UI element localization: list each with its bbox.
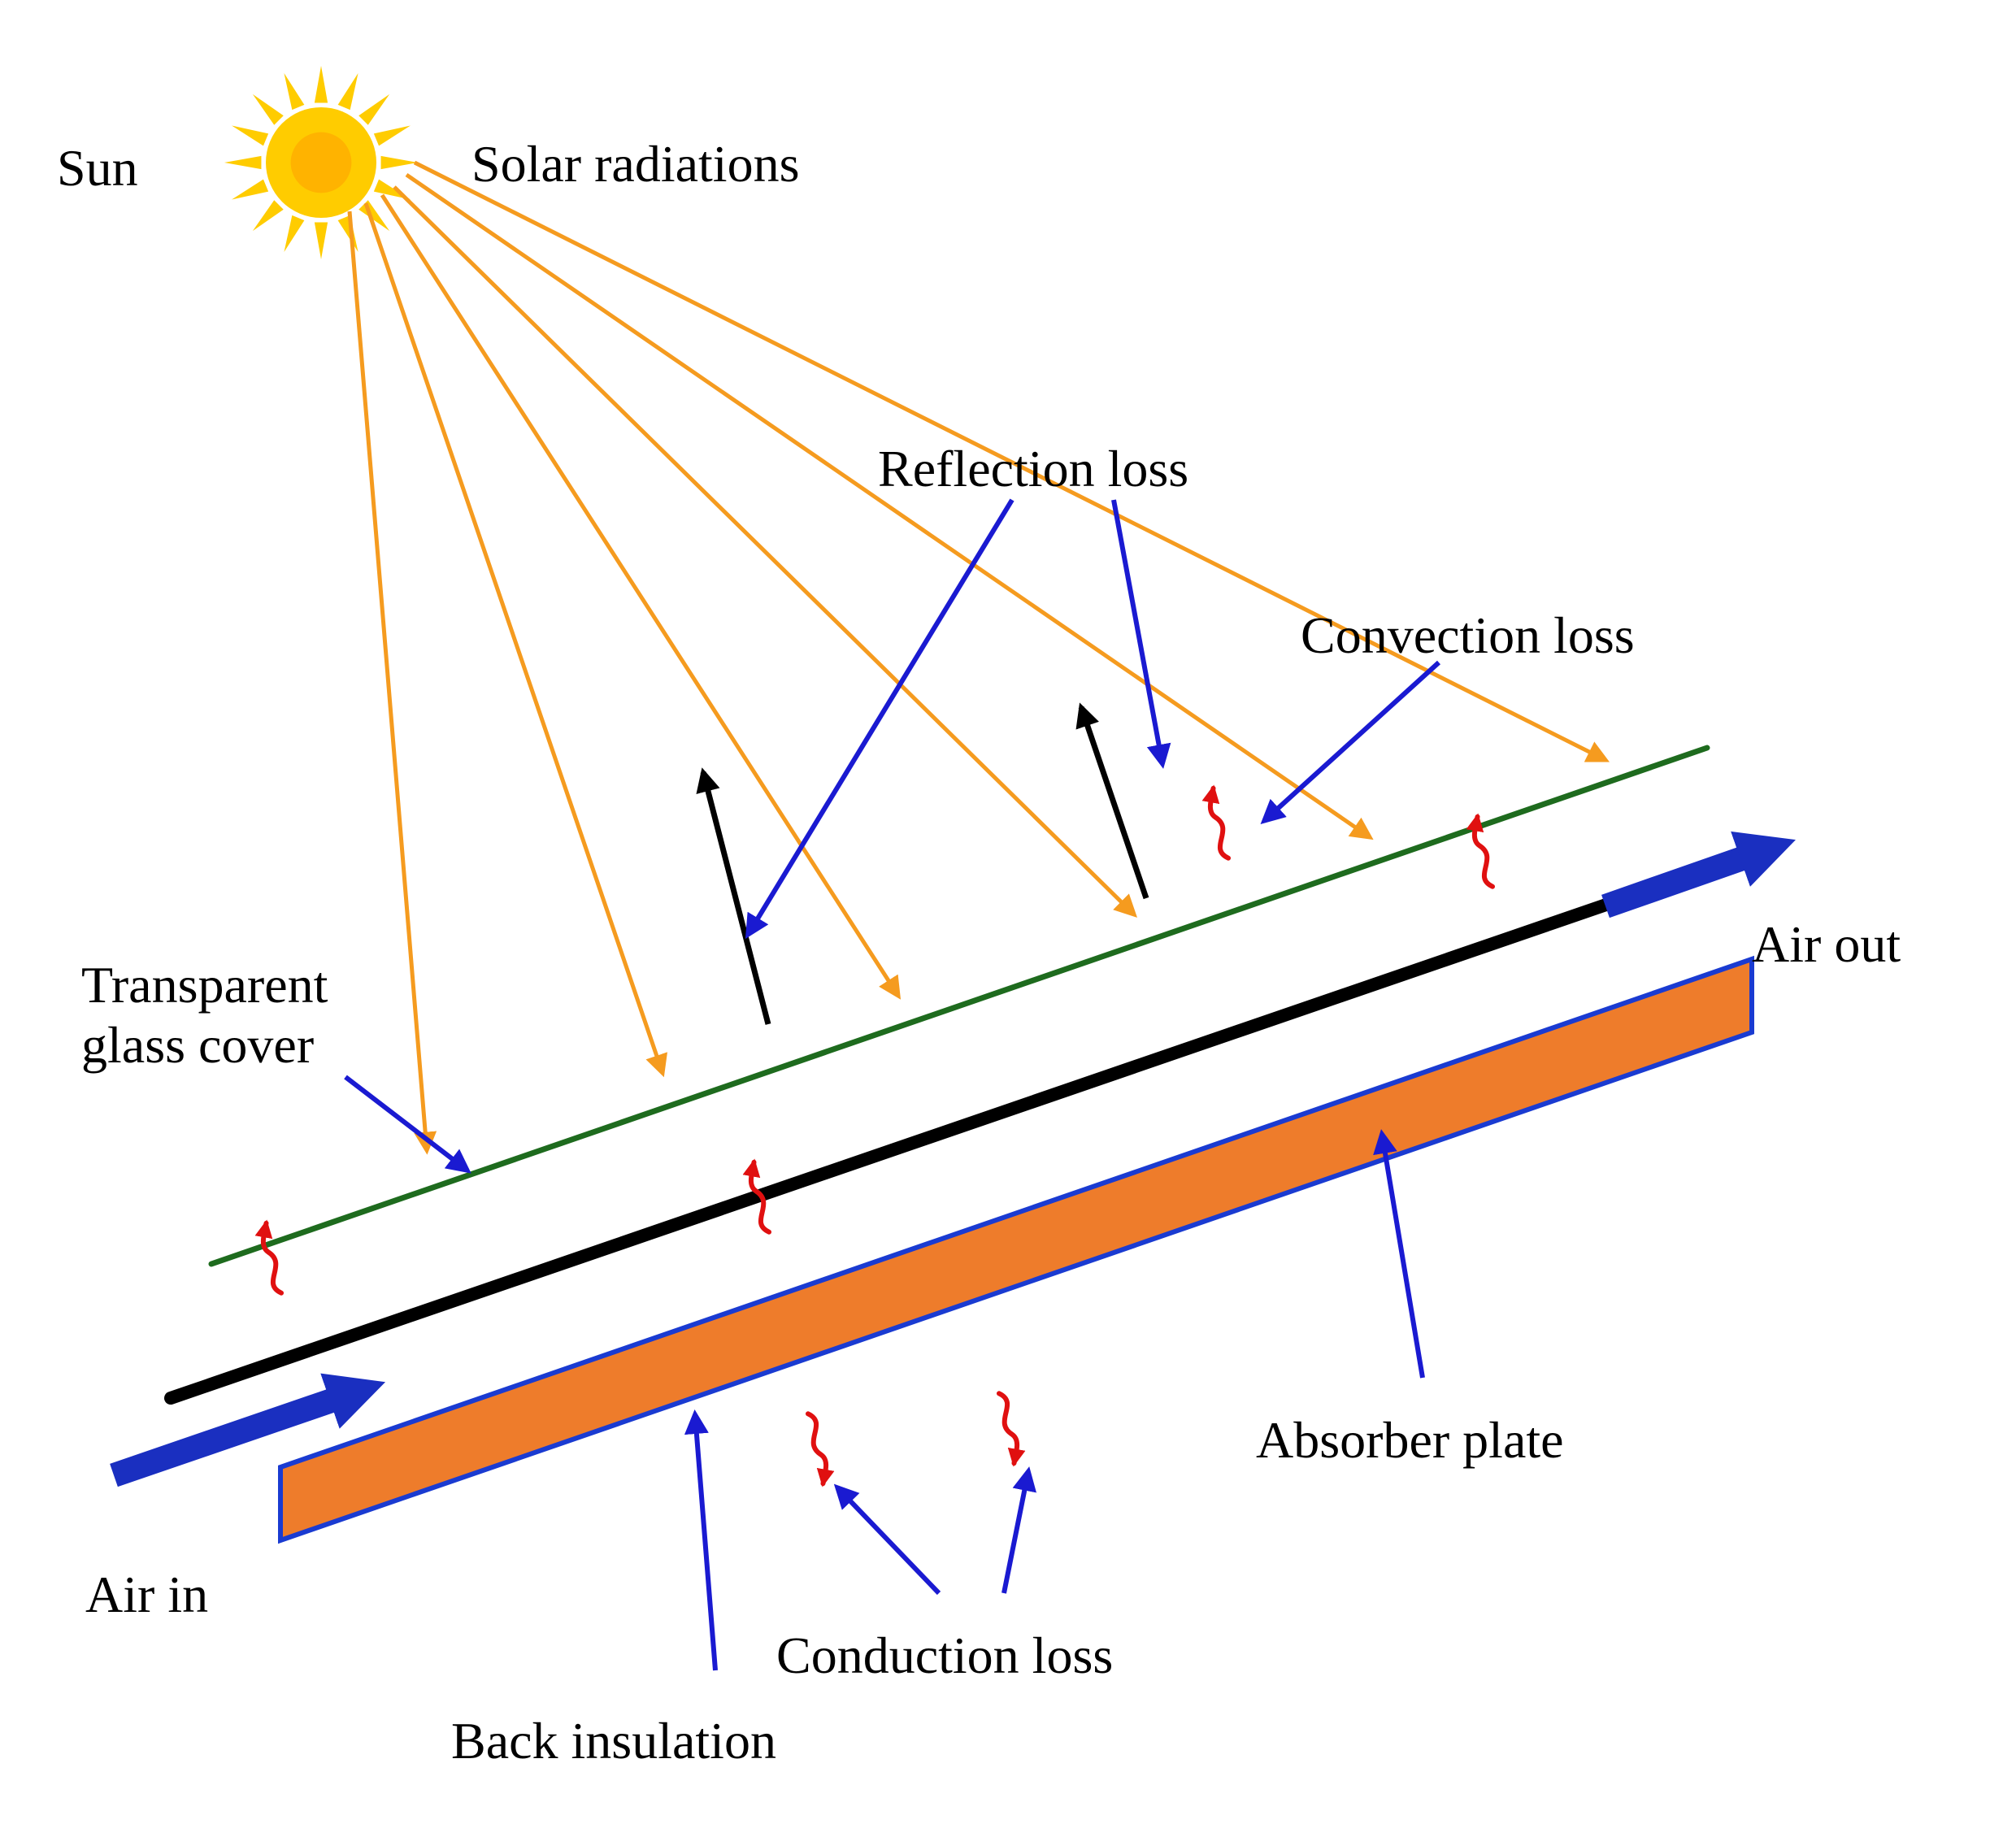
diagram-stage: Sun Solar radiations Reflection loss Convec… [0,0,2016,1824]
solar-ray [382,195,898,996]
label-air-in: Air in [85,1565,208,1625]
label-transparent-cover: Transparent glass cover [81,955,328,1075]
label-absorber-plate: Absorber plate [1256,1410,1564,1470]
label-conduction-loss: Conduction loss [776,1626,1113,1686]
absorber-plate-line [171,862,1731,1398]
solar-ray [394,187,1134,914]
air-out-arrow [1605,849,1768,906]
heat-squiggle [799,1412,836,1483]
heat-squiggle [990,1392,1028,1463]
label-back-insulation: Back insulation [451,1711,776,1771]
pointer-arrow [1264,662,1439,821]
label-air-out: Air out [1752,914,1901,975]
heat-squiggle [253,1223,290,1295]
reflection-arrow [703,772,768,1024]
pointer-arrow [837,1487,939,1593]
label-sun: Sun [57,138,138,198]
sun-icon [224,66,418,259]
pointer-arrow [1004,1471,1028,1593]
pointer-arrow [1114,500,1162,764]
label-solar-radiations: Solar radiations [471,134,799,194]
diagram-svg [0,0,2016,1824]
pointer-arrow [1382,1134,1423,1378]
pointer-arrow [748,500,1012,935]
glass-cover-line [211,748,1707,1264]
heat-squiggle [1200,788,1237,860]
label-reflection-loss: Reflection loss [878,439,1188,499]
pointer-arrow [695,1414,715,1670]
pointer-arrow [345,1077,467,1170]
solar-ray [406,175,1370,837]
label-convection-loss: Convection loss [1301,606,1635,666]
